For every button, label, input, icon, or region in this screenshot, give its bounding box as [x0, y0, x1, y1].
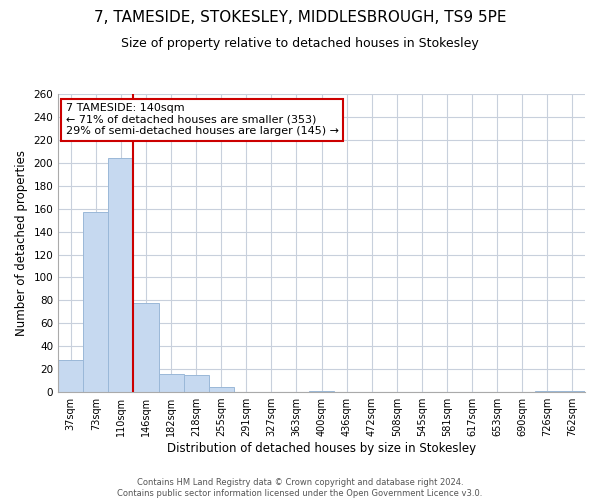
- X-axis label: Distribution of detached houses by size in Stokesley: Distribution of detached houses by size …: [167, 442, 476, 455]
- Bar: [58, 360, 83, 392]
- Bar: [535, 391, 560, 392]
- Y-axis label: Number of detached properties: Number of detached properties: [15, 150, 28, 336]
- Bar: [133, 302, 158, 392]
- Bar: [109, 158, 133, 392]
- Bar: [83, 212, 109, 392]
- Text: 7 TAMESIDE: 140sqm
← 71% of detached houses are smaller (353)
29% of semi-detach: 7 TAMESIDE: 140sqm ← 71% of detached hou…: [65, 103, 338, 136]
- Text: 7, TAMESIDE, STOKESLEY, MIDDLESBROUGH, TS9 5PE: 7, TAMESIDE, STOKESLEY, MIDDLESBROUGH, T…: [94, 10, 506, 25]
- Bar: [158, 374, 184, 392]
- Text: Contains HM Land Registry data © Crown copyright and database right 2024.
Contai: Contains HM Land Registry data © Crown c…: [118, 478, 482, 498]
- Bar: [309, 391, 334, 392]
- Bar: [209, 388, 234, 392]
- Bar: [560, 391, 585, 392]
- Bar: [184, 375, 209, 392]
- Text: Size of property relative to detached houses in Stokesley: Size of property relative to detached ho…: [121, 38, 479, 51]
